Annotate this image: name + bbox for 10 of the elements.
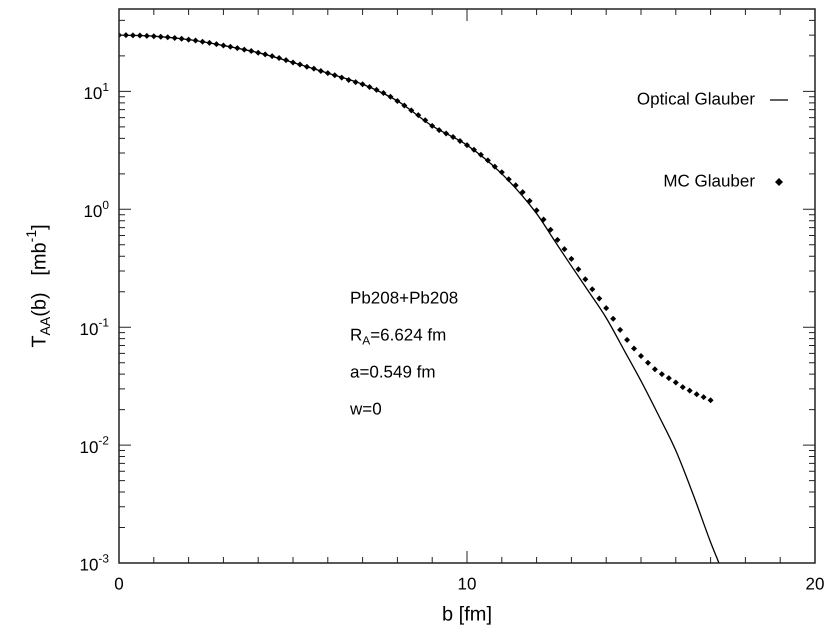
legend-label: Optical Glauber [636,90,756,109]
x-tick-label: 10 [458,574,476,594]
y-axis-title: TAA(b) [mb-1] [22,224,53,348]
x-tick-label: 0 [114,574,124,594]
annotation: Pb208+Pb208 [350,288,458,308]
legend-label: MC Glauber [663,172,756,191]
annotation: w=0 [349,400,382,419]
x-axis-title: b [fm] [442,604,492,626]
x-tick-label: 20 [806,574,824,594]
annotation: a=0.549 fm [350,362,436,382]
